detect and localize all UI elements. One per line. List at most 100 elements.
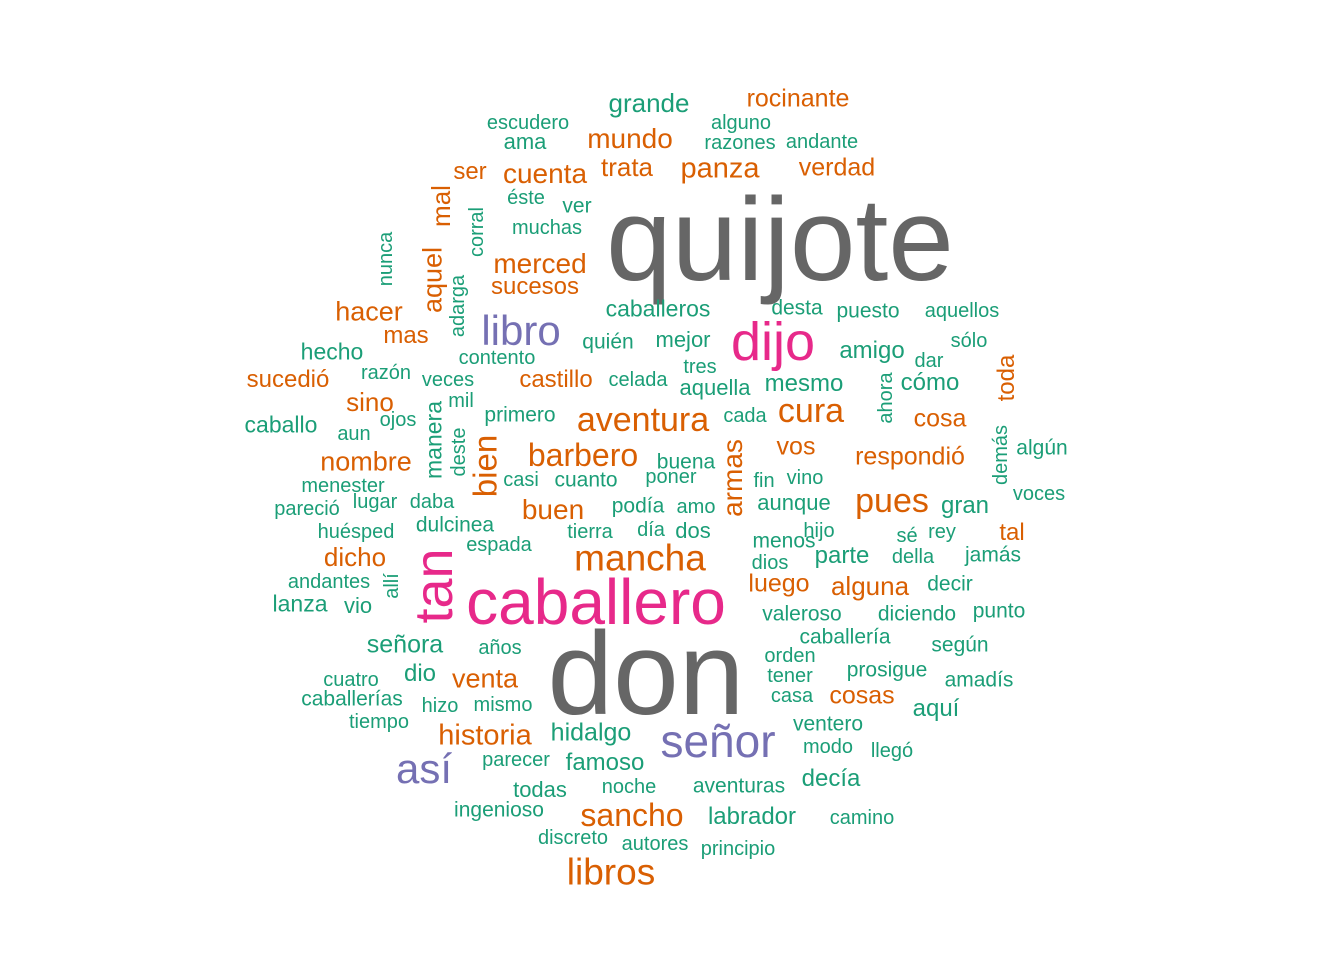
word-gran: gran	[940, 492, 990, 519]
word-della: della	[891, 546, 935, 568]
word-amigo: amigo	[839, 337, 905, 364]
word-ojos: ojos	[379, 409, 417, 431]
word-decir: decir	[927, 572, 973, 596]
word-libro: libro	[481, 307, 561, 354]
word-buena: buena	[656, 450, 716, 474]
word-senor: señor	[660, 715, 776, 767]
word-dio: dio	[403, 660, 437, 687]
word-mismo: mismo	[473, 694, 533, 716]
word-prosigue: prosigue	[846, 658, 928, 682]
word-bien: bien	[466, 434, 504, 498]
word-espada: espada	[466, 534, 532, 556]
word-cuenta: cuenta	[502, 158, 588, 189]
word-mas: mas	[383, 322, 429, 349]
word-senora: señora	[366, 630, 444, 659]
word-asi: así	[395, 745, 453, 792]
word-mil: mil	[448, 390, 474, 412]
word-grande: grande	[608, 88, 690, 118]
word-ingenioso: ingenioso	[454, 798, 544, 822]
word-huesped: huésped	[317, 521, 395, 543]
word-modo: modo	[802, 736, 854, 758]
word-mal: mal	[426, 185, 456, 227]
word-labrador: labrador	[707, 803, 797, 830]
word-aquella: aquella	[679, 375, 751, 400]
word-caballo: caballo	[244, 411, 318, 438]
word-aunque: aunque	[757, 490, 831, 515]
word-lanza: lanza	[272, 590, 328, 617]
word-sino: sino	[346, 387, 394, 417]
word-casi: casi	[503, 469, 539, 491]
word-castillo: castillo	[519, 366, 593, 393]
word-don: don	[547, 608, 745, 740]
word-sucesos: sucesos	[490, 273, 580, 300]
word-anos: años	[478, 637, 522, 659]
word-aquellos: aquellos	[924, 300, 1000, 322]
word-cada: cada	[723, 405, 767, 427]
word-mejor: mejor	[655, 327, 711, 352]
word-deste: deste	[448, 427, 470, 477]
word-quijote: quijote	[606, 174, 954, 306]
word-diciendo: diciendo	[877, 602, 957, 626]
word-cuatro: cuatro	[323, 669, 379, 691]
word-cosa: cosa	[913, 404, 967, 433]
word-caballero: caballero	[466, 566, 726, 638]
word-dijo: dijo	[730, 312, 816, 372]
word-caballeros: caballeros	[605, 295, 711, 322]
word-adarga: adarga	[447, 274, 469, 338]
word-fin: fin	[753, 470, 775, 492]
word-solo: sólo	[950, 330, 988, 352]
word-dos: dos	[675, 518, 711, 543]
word-vos: vos	[776, 432, 816, 461]
word-orden: orden	[764, 645, 816, 667]
word-amadis: amadís	[944, 668, 1014, 692]
word-aventura: aventura	[576, 401, 710, 439]
word-vio: vio	[343, 593, 373, 618]
word-dar: dar	[914, 350, 944, 372]
word-tal: tal	[999, 519, 1025, 546]
word-casa: casa	[770, 685, 814, 707]
word-daba: daba	[409, 491, 455, 513]
word-trata: trata	[600, 152, 654, 182]
word-escudero: escudero	[486, 112, 570, 134]
word-caballerias: caballerías	[301, 687, 403, 711]
word-todas: todas	[513, 777, 567, 802]
word-aquel: aquel	[417, 246, 448, 314]
word-aventuras: aventuras	[692, 774, 786, 798]
word-pues: pues	[855, 482, 929, 520]
word-hizo: hizo	[421, 695, 459, 717]
word-voces: voces	[1012, 483, 1066, 505]
word-historia: historia	[438, 719, 532, 752]
word-libros: libros	[566, 851, 656, 893]
word-verdad: verdad	[798, 153, 876, 182]
word-andante: andante	[785, 131, 859, 153]
word-ahora: ahora	[875, 372, 897, 424]
word-vino: vino	[786, 467, 824, 489]
word-respondio: respondió	[855, 442, 965, 471]
word-tan: tan	[404, 548, 464, 624]
word-merced: merced	[493, 248, 587, 279]
word-alguna: alguna	[830, 571, 910, 601]
word-desta: desta	[771, 296, 823, 320]
word-ver: ver	[562, 194, 592, 218]
word-discreto: discreto	[537, 827, 609, 849]
word-aun: aun	[337, 423, 371, 445]
word-ser: ser	[453, 158, 487, 185]
word-valeroso: valeroso	[762, 602, 842, 626]
word-parte: parte	[814, 542, 870, 569]
word-contento: contento	[458, 347, 536, 369]
word-buen: buen	[521, 494, 585, 525]
word-hidalgo: hidalgo	[550, 718, 632, 747]
word-tiempo: tiempo	[348, 711, 410, 733]
word-cura: cura	[777, 392, 845, 430]
word-hecho: hecho	[300, 338, 364, 365]
word-hijo: hijo	[803, 520, 835, 542]
word-muchas: muchas	[511, 217, 583, 239]
word-autores: autores	[621, 833, 689, 855]
word-jamas: jamás	[964, 543, 1022, 567]
word-mesmo: mesmo	[764, 370, 844, 397]
word-famoso: famoso	[565, 749, 645, 776]
word-razones: razones	[704, 132, 776, 154]
word-alguno: alguno	[710, 112, 772, 134]
word-como: cómo	[900, 369, 960, 396]
